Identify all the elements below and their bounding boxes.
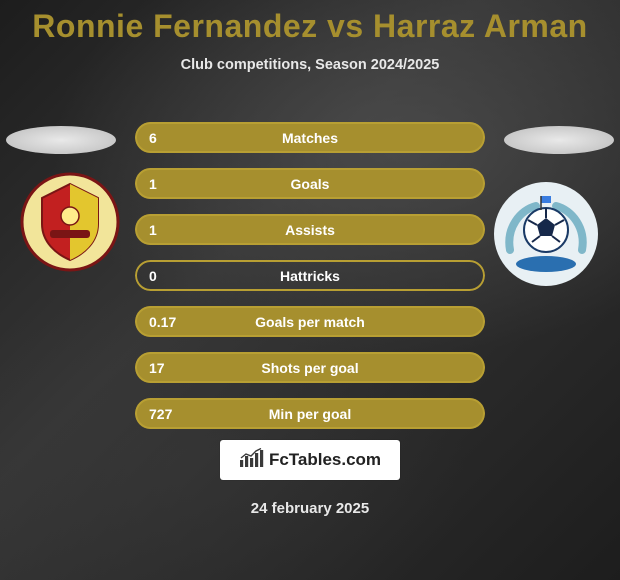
left-player-base — [6, 126, 116, 154]
stats-list: 6Matches1Goals1Assists0Hattricks0.17Goal… — [135, 122, 485, 444]
site-tag: FcTables.com — [220, 440, 400, 480]
page-title: Ronnie Fernandez vs Harraz Arman — [0, 8, 620, 45]
stat-label: Goals — [197, 176, 423, 192]
right-player-base — [504, 126, 614, 154]
subtitle: Club competitions, Season 2024/2025 — [0, 57, 620, 73]
stat-label: Assists — [197, 222, 423, 238]
stat-left-value: 0.17 — [135, 314, 197, 330]
stat-left-value: 727 — [135, 406, 197, 422]
stat-row: 6Matches — [135, 122, 485, 153]
stat-row: 17Shots per goal — [135, 352, 485, 383]
site-name: FcTables.com — [269, 450, 381, 470]
stat-row: 1Assists — [135, 214, 485, 245]
stat-label: Goals per match — [197, 314, 423, 330]
title-player-right: Harraz Arman — [373, 8, 588, 44]
stat-row: 727Min per goal — [135, 398, 485, 429]
stat-row: 0.17Goals per match — [135, 306, 485, 337]
stat-label: Shots per goal — [197, 360, 423, 376]
bar-chart-icon — [239, 448, 265, 473]
stat-row: 0Hattricks — [135, 260, 485, 291]
stat-left-value: 0 — [135, 268, 197, 284]
stat-left-value: 1 — [135, 222, 197, 238]
stat-left-value: 6 — [135, 130, 197, 146]
stat-label: Min per goal — [197, 406, 423, 422]
title-vs: vs — [318, 8, 373, 44]
stat-label: Matches — [197, 130, 423, 146]
title-player-left: Ronnie Fernandez — [32, 8, 317, 44]
stat-left-value: 1 — [135, 176, 197, 192]
stat-label: Hattricks — [197, 268, 423, 284]
selangor-crest-icon — [20, 172, 120, 272]
stat-left-value: 17 — [135, 360, 197, 376]
sabah-crest-icon — [492, 180, 600, 288]
footer-date: 24 february 2025 — [0, 500, 620, 517]
stat-row: 1Goals — [135, 168, 485, 199]
